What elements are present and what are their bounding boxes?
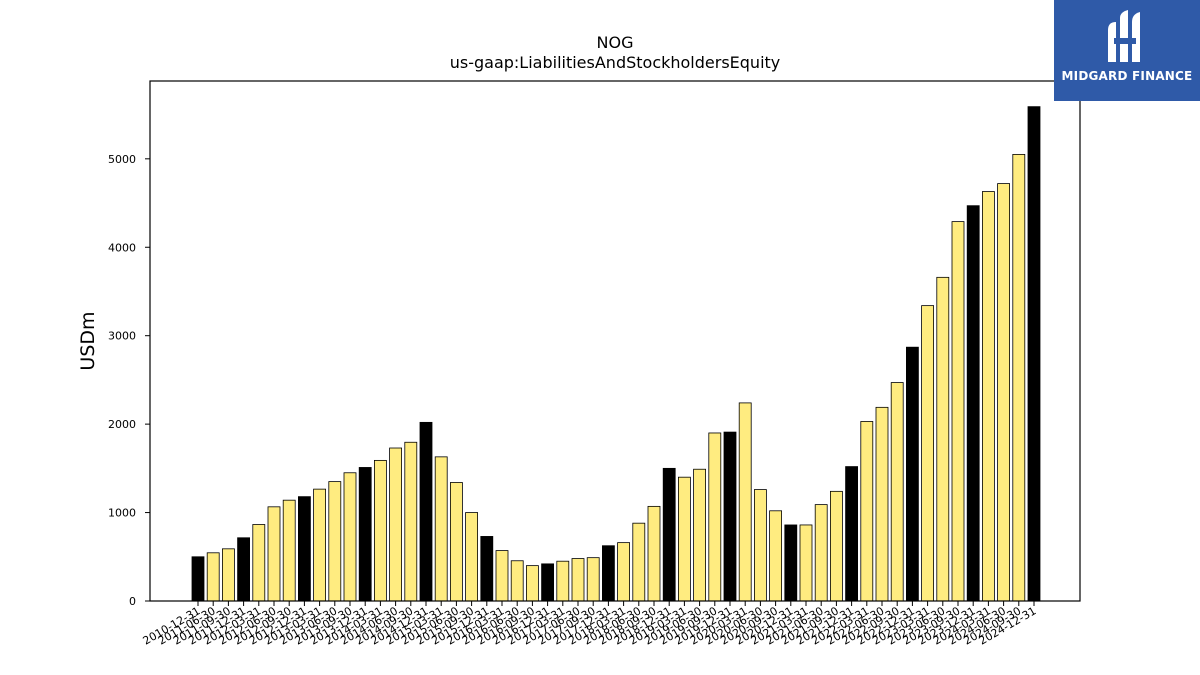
bar-2012-03-31 xyxy=(252,524,266,602)
bar-2011-06-30 xyxy=(206,552,220,602)
bar-2024-03-31 xyxy=(982,191,995,602)
bar-2018-06-30 xyxy=(632,522,646,602)
bar-2016-12-31 xyxy=(541,563,554,602)
bar-2022-09-30 xyxy=(890,382,904,602)
bar-2015-03-31 xyxy=(434,456,448,602)
bar-2019-06-30 xyxy=(693,468,706,602)
y-tick-label: 3000 xyxy=(108,330,136,343)
y-tick-label: 5000 xyxy=(108,153,136,166)
bar-2024-06-30 xyxy=(997,183,1010,602)
bar-2020-06-30 xyxy=(754,489,767,602)
bar-2022-03-31 xyxy=(860,421,874,602)
bar-2012-09-30 xyxy=(282,499,296,602)
bar-2021-06-30 xyxy=(814,504,828,602)
y-tick-label: 4000 xyxy=(108,241,136,254)
bar-2015-12-31 xyxy=(480,536,494,602)
y-axis-label: USDm xyxy=(77,311,99,370)
bar-2020-12-31 xyxy=(784,524,798,602)
y-tick-label: 1000 xyxy=(108,507,136,520)
bar-2015-09-30 xyxy=(465,512,479,602)
bar-2013-03-31 xyxy=(313,488,327,602)
bar-2014-09-30 xyxy=(404,441,418,602)
chart-title: NOG xyxy=(597,33,634,52)
bar-2017-06-30 xyxy=(571,558,585,602)
bar-2015-06-30 xyxy=(449,482,463,602)
bar-2017-12-31 xyxy=(602,545,615,602)
y-ticks-group: 0 1000 2000 3000 4000 5000 xyxy=(108,153,150,608)
plot-frame xyxy=(149,80,1081,602)
chart-subtitle: us-gaap:LiabilitiesAndStockholdersEquity xyxy=(450,53,781,72)
bar-2011-09-30 xyxy=(221,548,235,602)
bar-2024-12-31 xyxy=(1027,106,1041,602)
bar-2016-06-30 xyxy=(510,560,524,602)
bar-2020-09-30 xyxy=(769,510,782,602)
bar-2014-03-31 xyxy=(373,459,387,602)
bar-2016-09-30 xyxy=(526,565,539,602)
bar-2017-09-30 xyxy=(586,557,600,602)
bar-2023-12-31 xyxy=(966,205,980,602)
brand-logo: MIDGARD FINANCE xyxy=(1054,0,1200,101)
bar-2013-12-31 xyxy=(358,467,372,602)
y-tick-label: 0 xyxy=(129,595,136,608)
bar-2019-12-31 xyxy=(723,431,737,602)
logo-text: MIDGARD FINANCE xyxy=(1061,69,1193,83)
bar-2023-09-30 xyxy=(951,221,965,602)
bar-2021-09-30 xyxy=(830,490,843,602)
bar-2013-09-30 xyxy=(343,472,357,602)
bars-group xyxy=(191,106,1041,602)
bar-2016-03-31 xyxy=(495,550,509,602)
bar-2010-12-31 xyxy=(191,556,205,602)
bar-2013-06-30 xyxy=(328,481,342,602)
bar-2022-06-30 xyxy=(875,406,889,602)
bar-2020-03-31 xyxy=(738,402,752,602)
x-ticks-group: 2010-12-312011-06-302011-09-302011-12-31… xyxy=(141,601,1039,648)
bar-2022-12-31 xyxy=(906,346,919,602)
y-tick-label: 2000 xyxy=(108,418,136,431)
bar-2023-06-30 xyxy=(936,276,950,602)
bar-2021-12-31 xyxy=(845,466,858,602)
bar-2012-06-30 xyxy=(267,506,281,602)
bar-2019-03-31 xyxy=(678,476,691,602)
bar-2018-09-30 xyxy=(647,505,661,602)
bar-2021-03-31 xyxy=(799,524,813,602)
bar-2024-09-30 xyxy=(1012,153,1026,602)
bar-2019-09-30 xyxy=(708,432,722,602)
bar-2014-06-30 xyxy=(389,447,403,602)
bar-2014-12-31 xyxy=(419,421,433,602)
bar-2011-12-31 xyxy=(237,537,251,602)
bar-2018-03-31 xyxy=(617,542,630,602)
midgard-logo-icon xyxy=(1108,10,1140,62)
bar-2023-03-31 xyxy=(921,305,934,602)
bar-2012-12-31 xyxy=(297,496,311,602)
bar-2017-03-31 xyxy=(556,560,570,602)
bar-2018-12-31 xyxy=(662,467,676,602)
